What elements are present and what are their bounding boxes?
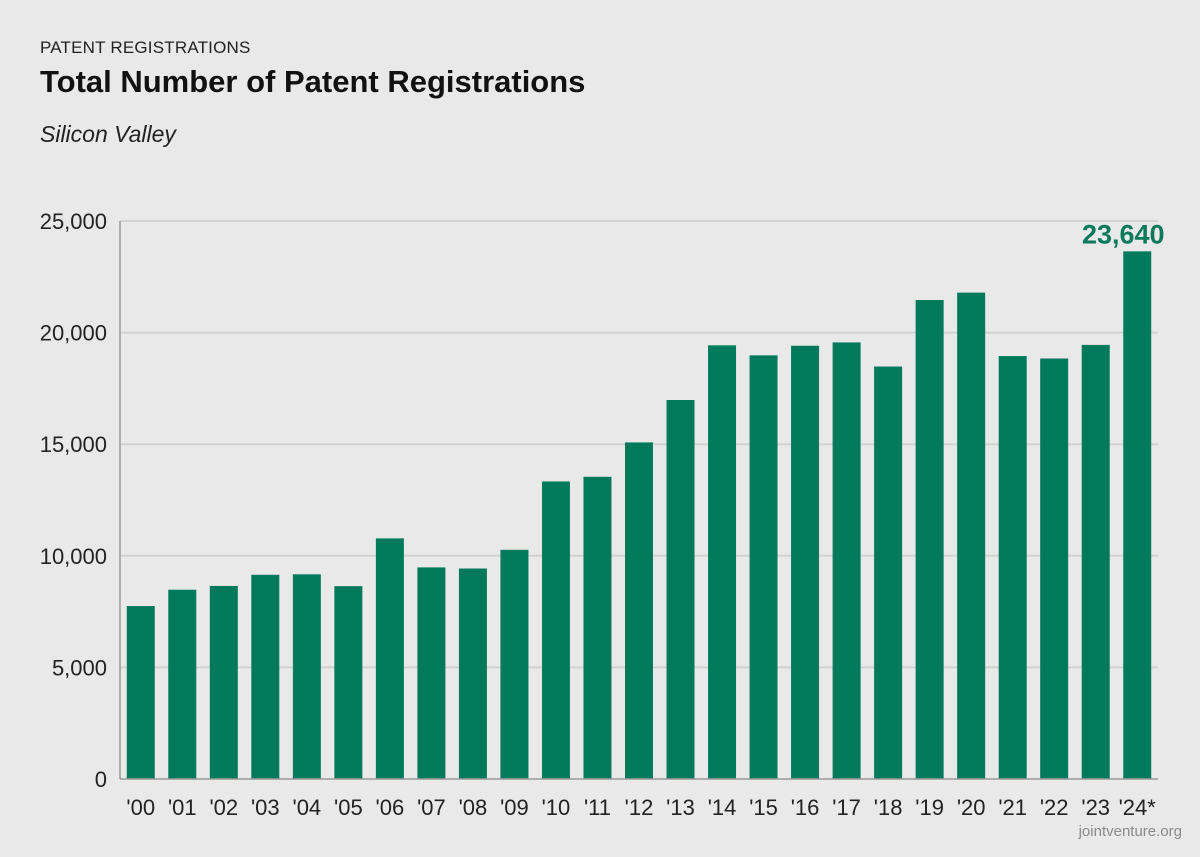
- bar: [292, 574, 321, 779]
- bar: [251, 574, 280, 779]
- bar: [957, 292, 986, 779]
- x-tick-label: '15: [749, 795, 778, 820]
- bar: [832, 342, 861, 779]
- y-tick-label: 15,000: [40, 432, 107, 457]
- data-label: 23,640: [1082, 219, 1165, 249]
- bar: [666, 400, 695, 779]
- x-tick-label: '23: [1081, 795, 1110, 820]
- bar: [749, 355, 778, 779]
- bars: [126, 251, 1152, 779]
- bar: [625, 442, 653, 779]
- x-tick-labels: '00 '01 '02 '03 '04 '05 '06 '07 '08 '09 '10 '11 '12 '…: [126, 795, 1156, 820]
- chart-subtitle: Silicon Valley: [40, 121, 176, 147]
- x-tick-label: '17: [832, 795, 861, 820]
- x-tick-label: '02: [209, 795, 238, 820]
- bar: [1123, 251, 1152, 779]
- chart-title: Total Number of Patent Registrations: [40, 64, 586, 99]
- bar: [708, 345, 737, 779]
- x-tick-label: '04: [293, 795, 322, 820]
- bar: [1081, 344, 1110, 779]
- bar: [209, 585, 238, 779]
- x-tick-label: '03: [251, 795, 280, 820]
- x-tick-label: '08: [459, 795, 488, 820]
- y-tick-labels: 0 5,000 10,000 15,000 20,000 25,000: [40, 209, 107, 792]
- y-tick-label: 5,000: [52, 655, 107, 680]
- data-labels: 23,640: [1082, 219, 1165, 249]
- bar: [126, 606, 155, 779]
- bar: [791, 345, 820, 779]
- x-tick-label: '10: [542, 795, 571, 820]
- bar: [168, 589, 197, 779]
- x-tick-label: '00: [126, 795, 155, 820]
- x-tick-label: '06: [376, 795, 405, 820]
- x-tick-label: '05: [334, 795, 363, 820]
- x-tick-label: '19: [915, 795, 944, 820]
- source-credit: jointventure.org: [1078, 823, 1182, 840]
- bar: [874, 366, 903, 779]
- bar: [375, 538, 404, 779]
- y-tick-label: 10,000: [40, 544, 107, 569]
- bar: [915, 300, 944, 779]
- bar: [417, 567, 446, 779]
- x-tick-label: '16: [791, 795, 820, 820]
- x-tick-label: '01: [168, 795, 197, 820]
- bar: [500, 549, 529, 779]
- bar: [1040, 358, 1069, 779]
- axes: [119, 221, 1158, 780]
- x-tick-label: '07: [417, 795, 446, 820]
- bar: [998, 356, 1027, 779]
- bar: [583, 476, 612, 779]
- x-tick-label: '09: [500, 795, 529, 820]
- y-tick-label: 25,000: [40, 209, 107, 234]
- bar: [334, 586, 363, 779]
- chart-eyebrow: PATENT REGISTRATIONS: [40, 38, 251, 57]
- bar: [541, 481, 570, 779]
- x-tick-label: '18: [874, 795, 903, 820]
- x-tick-label: '20: [957, 795, 986, 820]
- x-tick-label: '22: [1040, 795, 1069, 820]
- x-tick-label: '13: [666, 795, 695, 820]
- x-tick-label: '24*: [1119, 795, 1157, 820]
- bar: [458, 568, 487, 779]
- y-tick-label: 20,000: [40, 321, 107, 346]
- x-tick-label: '14: [708, 795, 737, 820]
- x-tick-label: '11: [584, 795, 611, 820]
- x-tick-label: '21: [998, 795, 1027, 820]
- y-tick-label: 0: [95, 767, 107, 792]
- x-tick-label: '12: [625, 795, 654, 820]
